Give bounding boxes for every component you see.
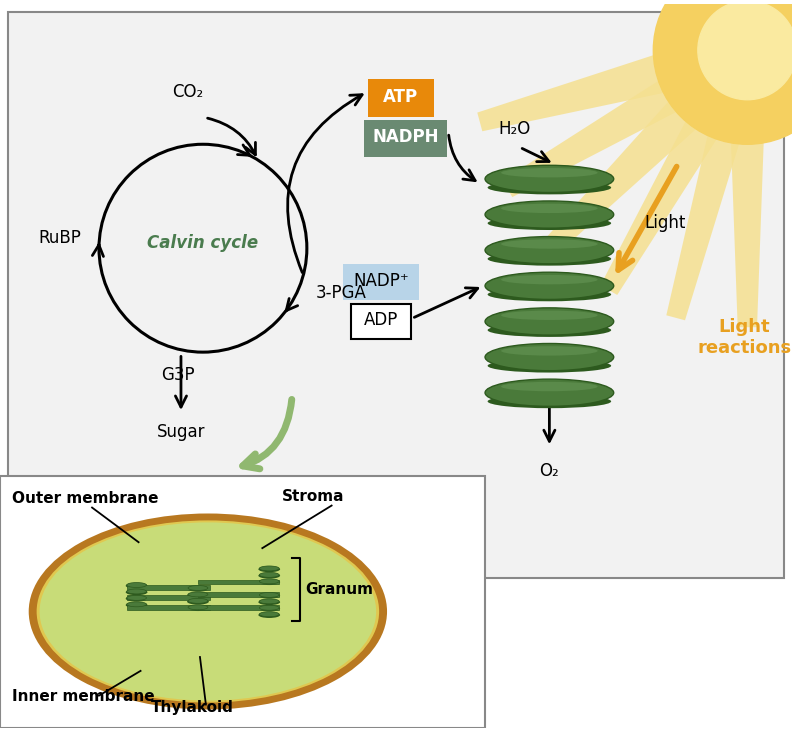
- Ellipse shape: [126, 583, 147, 589]
- Ellipse shape: [187, 586, 209, 591]
- Text: NADP⁺: NADP⁺: [354, 272, 409, 290]
- Ellipse shape: [259, 566, 279, 571]
- Polygon shape: [502, 81, 676, 197]
- Text: G3P: G3P: [162, 366, 195, 384]
- Ellipse shape: [259, 605, 279, 610]
- Ellipse shape: [126, 589, 146, 594]
- FancyBboxPatch shape: [351, 304, 410, 339]
- Ellipse shape: [485, 201, 614, 228]
- Ellipse shape: [258, 572, 280, 578]
- Ellipse shape: [488, 395, 611, 408]
- Ellipse shape: [188, 592, 208, 597]
- Ellipse shape: [488, 359, 611, 373]
- Text: Calvin cycle: Calvin cycle: [147, 234, 258, 253]
- Ellipse shape: [488, 288, 611, 302]
- Ellipse shape: [126, 602, 146, 607]
- Polygon shape: [601, 122, 717, 295]
- Text: Stroma: Stroma: [282, 489, 345, 504]
- FancyBboxPatch shape: [0, 476, 485, 728]
- Ellipse shape: [258, 579, 280, 585]
- Ellipse shape: [259, 572, 279, 578]
- FancyBboxPatch shape: [364, 119, 447, 157]
- Ellipse shape: [501, 310, 598, 320]
- FancyBboxPatch shape: [368, 79, 434, 116]
- FancyArrowPatch shape: [414, 288, 478, 318]
- Ellipse shape: [485, 379, 614, 406]
- Text: ATP: ATP: [383, 88, 418, 105]
- Ellipse shape: [501, 168, 598, 177]
- Polygon shape: [666, 135, 739, 321]
- Ellipse shape: [126, 589, 147, 595]
- Text: Light: Light: [645, 214, 686, 233]
- Text: Granum: Granum: [305, 582, 373, 597]
- Ellipse shape: [258, 567, 280, 572]
- Ellipse shape: [29, 513, 387, 709]
- Ellipse shape: [259, 612, 279, 616]
- Ellipse shape: [126, 602, 147, 608]
- FancyArrowPatch shape: [287, 94, 362, 272]
- Ellipse shape: [37, 520, 379, 703]
- Ellipse shape: [188, 586, 208, 591]
- Text: RuBP: RuBP: [38, 229, 81, 247]
- FancyBboxPatch shape: [126, 595, 210, 600]
- FancyBboxPatch shape: [126, 605, 210, 610]
- Ellipse shape: [258, 593, 280, 599]
- Ellipse shape: [485, 236, 614, 264]
- Text: O₂: O₂: [539, 462, 559, 480]
- Ellipse shape: [488, 217, 611, 230]
- Text: Light
reactions: Light reactions: [698, 318, 791, 356]
- Ellipse shape: [501, 346, 598, 356]
- Ellipse shape: [258, 612, 280, 618]
- Ellipse shape: [485, 343, 614, 370]
- Ellipse shape: [188, 598, 208, 603]
- Ellipse shape: [485, 165, 614, 193]
- Ellipse shape: [501, 382, 598, 391]
- FancyBboxPatch shape: [343, 264, 418, 299]
- Text: Outer membrane: Outer membrane: [12, 490, 158, 506]
- Ellipse shape: [39, 523, 376, 701]
- FancyBboxPatch shape: [198, 580, 279, 584]
- Ellipse shape: [485, 272, 614, 299]
- Ellipse shape: [187, 592, 209, 598]
- FancyArrowPatch shape: [449, 135, 475, 181]
- Ellipse shape: [501, 203, 598, 213]
- Ellipse shape: [501, 239, 598, 249]
- Ellipse shape: [488, 324, 611, 337]
- FancyBboxPatch shape: [198, 605, 279, 610]
- Circle shape: [654, 0, 800, 144]
- FancyBboxPatch shape: [8, 12, 784, 578]
- Text: NADPH: NADPH: [373, 128, 439, 146]
- Text: 3-PGA: 3-PGA: [316, 284, 366, 302]
- Polygon shape: [478, 55, 663, 131]
- Ellipse shape: [488, 252, 611, 266]
- Polygon shape: [545, 102, 696, 253]
- Text: Inner membrane: Inner membrane: [12, 689, 154, 703]
- Text: ADP: ADP: [364, 311, 398, 329]
- Text: Sugar: Sugar: [157, 423, 206, 441]
- Ellipse shape: [258, 600, 280, 605]
- Circle shape: [698, 1, 797, 100]
- FancyArrowPatch shape: [242, 400, 292, 468]
- Text: CO₂: CO₂: [173, 83, 204, 101]
- Text: H₂O: H₂O: [498, 121, 531, 138]
- Text: Thylakoid: Thylakoid: [150, 701, 234, 715]
- Polygon shape: [731, 143, 764, 327]
- Ellipse shape: [485, 308, 614, 335]
- FancyArrowPatch shape: [208, 118, 255, 154]
- Ellipse shape: [126, 595, 146, 600]
- Ellipse shape: [259, 599, 279, 604]
- Ellipse shape: [501, 275, 598, 284]
- Ellipse shape: [259, 579, 279, 584]
- Ellipse shape: [258, 605, 280, 611]
- FancyBboxPatch shape: [198, 592, 279, 597]
- Ellipse shape: [488, 181, 611, 195]
- Ellipse shape: [259, 592, 279, 597]
- FancyBboxPatch shape: [126, 586, 210, 590]
- Ellipse shape: [187, 605, 209, 611]
- Ellipse shape: [188, 605, 208, 610]
- Ellipse shape: [126, 583, 146, 588]
- Ellipse shape: [126, 596, 147, 602]
- Ellipse shape: [187, 599, 209, 605]
